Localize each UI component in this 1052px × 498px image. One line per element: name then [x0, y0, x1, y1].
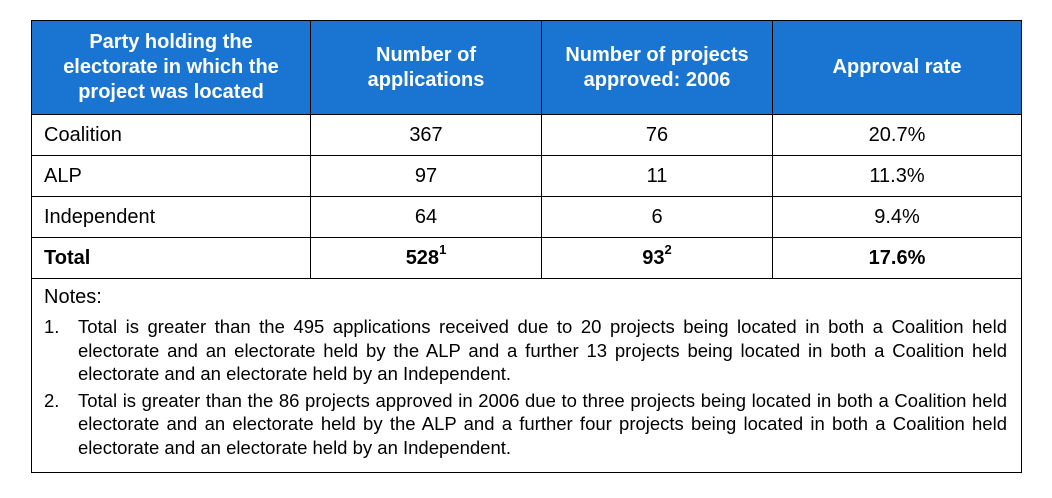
cell-party: ALP [31, 155, 311, 197]
header-party: Party holding the electorate in which th… [31, 20, 311, 115]
notes-row: Notes: 1. Total is greater than the 495 … [31, 278, 1022, 473]
approval-table: Party holding the electorate in which th… [31, 20, 1022, 473]
note-number: 2. [44, 389, 60, 411]
notes-title: Notes: [44, 286, 102, 308]
note-item: 1. Total is greater than the 495 applica… [44, 315, 1007, 386]
cell-applications: 64 [310, 196, 542, 238]
cell-rate: 11.3% [772, 155, 1022, 197]
header-approved: Number of projects approved: 2006 [541, 20, 773, 115]
total-approved-value: 93 [642, 246, 665, 269]
table-row: Independent 64 6 9.4% [31, 196, 1022, 238]
table-row: Coalition 367 76 20.7% [31, 114, 1022, 156]
table-row: ALP 97 11 11.3% [31, 155, 1022, 197]
total-applications: 5281 [310, 237, 542, 279]
total-row: Total 5281 932 17.6% [31, 237, 1022, 279]
note-item: 2. Total is greater than the 86 projects… [44, 389, 1007, 460]
notes-list: 1. Total is greater than the 495 applica… [44, 315, 1007, 459]
footnote-marker-2: 2 [664, 241, 672, 257]
table-header-row: Party holding the electorate in which th… [31, 20, 1022, 115]
notes-cell: Notes: 1. Total is greater than the 495 … [31, 278, 1022, 473]
total-approved: 932 [541, 237, 773, 279]
note-number: 1. [44, 316, 60, 337]
cell-approved: 76 [541, 114, 773, 156]
cell-applications: 367 [310, 114, 542, 156]
cell-rate: 20.7% [772, 114, 1022, 156]
approval-table-container: Party holding the electorate in which th… [31, 20, 1022, 473]
total-applications-value: 528 [405, 246, 440, 269]
cell-rate: 9.4% [772, 196, 1022, 238]
total-rate: 17.6% [772, 237, 1022, 279]
header-applications: Number of applications [310, 20, 542, 115]
note-text: Total is greater than the 495 applicatio… [78, 316, 1007, 384]
header-approval-rate: Approval rate [772, 20, 1022, 115]
cell-approved: 11 [541, 155, 773, 197]
footnote-marker-1: 1 [439, 241, 447, 257]
cell-approved: 6 [541, 196, 773, 238]
note-text: Total is greater than the 86 projects ap… [78, 389, 1007, 458]
cell-party: Coalition [31, 114, 311, 156]
cell-party: Independent [31, 196, 311, 238]
cell-applications: 97 [310, 155, 542, 197]
total-label: Total [31, 237, 311, 279]
